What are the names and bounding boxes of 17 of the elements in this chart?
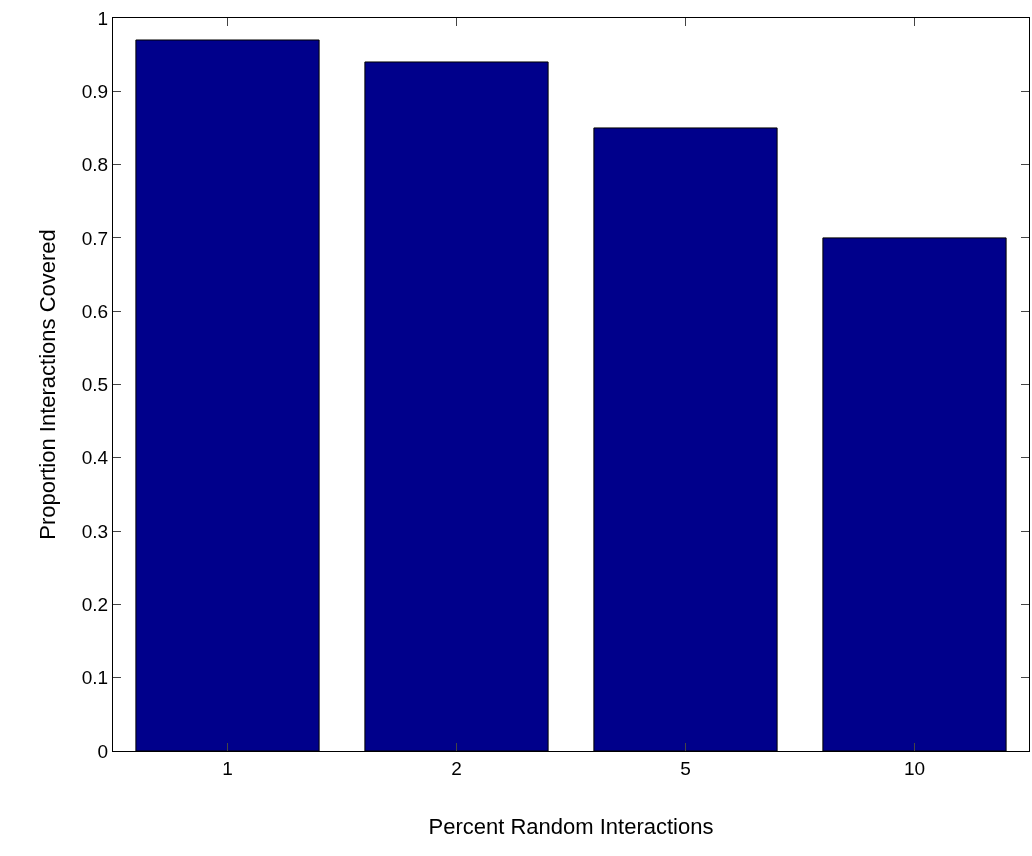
y-tick-label: 0.4 [81,447,109,469]
y-tick-label: 0.6 [81,300,109,322]
y-tick-label: 0.5 [81,374,109,396]
x-tick-label: 5 [680,757,691,779]
y-tick-label: 0.9 [81,80,109,102]
y-tick-label: 1 [97,7,109,29]
y-tick-label: 0.7 [81,227,109,249]
y-tick-label: 0.2 [81,594,109,616]
x-tick-label: 1 [222,757,233,779]
y-tick-label: 0.1 [81,667,109,689]
x-tick-label: 10 [903,757,926,779]
y-tick-label: 0.3 [81,520,109,542]
y-tick-label: 0 [97,740,109,762]
x-tick-label: 2 [451,757,462,779]
y-axis-title: Proportion Interactions Covered [34,229,60,540]
y-tick-label: 0.8 [81,154,109,176]
x-axis-title: Percent Random Interactions [428,813,714,839]
